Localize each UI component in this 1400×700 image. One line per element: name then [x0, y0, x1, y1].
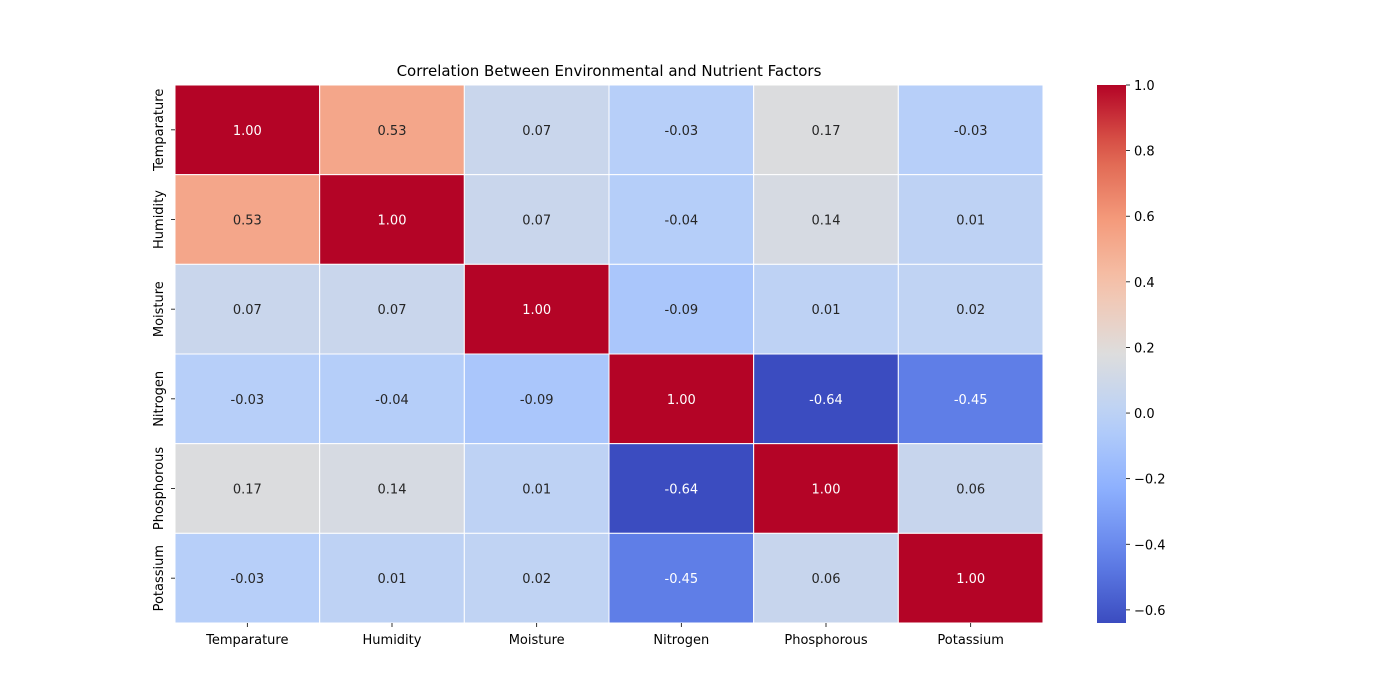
y-tick-label: Phosphorous — [152, 447, 167, 531]
colorbar-tick-label: 0.2 — [1134, 341, 1155, 356]
cell-value-label: 1.00 — [233, 124, 262, 139]
y-axis: Temparature Humidity Moisture Nitrogen Phosp… — [152, 89, 175, 611]
heatmap-cell — [753, 443, 899, 534]
colorbar-tick-label: −0.2 — [1134, 473, 1166, 488]
cell-value-label: 0.53 — [233, 214, 262, 229]
heatmap-cell — [897, 443, 1044, 534]
heatmap-cell — [897, 84, 1044, 176]
cell-value-label: 0.01 — [378, 572, 407, 587]
heatmap-cell — [174, 84, 321, 176]
cell-value-label: -0.03 — [231, 572, 265, 587]
colorbar-tick-label: −0.6 — [1134, 604, 1166, 619]
x-tick-label: Moisture — [509, 633, 565, 648]
cell-value-label: 1.00 — [378, 214, 407, 229]
y-tick-label: Humidity — [152, 190, 167, 249]
heatmap-cell — [319, 84, 465, 176]
cell-value-label: -0.04 — [375, 393, 409, 408]
heatmap-cell — [463, 443, 610, 534]
cell-value-label: 0.01 — [522, 483, 551, 498]
heatmap-cell — [753, 353, 899, 445]
colorbar-tick-label: 0.6 — [1134, 210, 1155, 225]
y-tick-label: Temparature — [152, 89, 167, 172]
heatmap-cell — [463, 84, 610, 176]
heatmap-cell — [897, 532, 1044, 624]
heatmap-cell — [463, 263, 610, 355]
cell-value-label: -0.09 — [520, 393, 554, 408]
cell-value-label: -0.64 — [665, 483, 699, 498]
colorbar-tick-label: 0.4 — [1134, 276, 1155, 291]
heatmap-cell — [753, 84, 899, 176]
cell-value-label: -0.45 — [665, 572, 699, 587]
cell-value-label: 0.02 — [522, 572, 551, 587]
heatmap-cell — [174, 353, 321, 445]
x-tick-label: Phosphorous — [784, 633, 868, 648]
cell-value-label: 0.06 — [812, 572, 841, 587]
cell-value-label: 0.53 — [378, 124, 407, 139]
heatmap-cell — [174, 532, 321, 624]
cell-value-label: -0.64 — [809, 393, 843, 408]
y-tick-label: Moisture — [152, 281, 167, 337]
heatmap-cell — [608, 443, 755, 534]
cell-value-label: 1.00 — [667, 393, 696, 408]
colorbar-tick-label: 0.8 — [1134, 145, 1155, 160]
heatmap-cell — [463, 353, 610, 445]
cell-value-label: -0.04 — [665, 214, 699, 229]
heatmap-cell — [753, 263, 899, 355]
cell-value-label: 0.02 — [956, 303, 985, 318]
colorbar-gradient — [1097, 85, 1126, 623]
chart-title: Correlation Between Environmental and Nu… — [397, 62, 822, 80]
colorbar-tick-label: 0.0 — [1134, 407, 1155, 422]
cell-value-label: 1.00 — [522, 303, 551, 318]
heatmap-cell — [753, 532, 899, 624]
cell-value-label: 0.01 — [956, 214, 985, 229]
cell-value-label: -0.09 — [665, 303, 699, 318]
cell-value-label: 1.00 — [812, 483, 841, 498]
y-tick-label: Potassium — [152, 545, 167, 611]
cell-value-label: 0.07 — [378, 303, 407, 318]
cell-value-label: -0.03 — [665, 124, 699, 139]
x-tick-label: Temparature — [205, 633, 288, 648]
heatmap-cells: 1.00 0.53 0.07 -0.03 0.17 -0.03 0.53 1.00 0.07 -0… — [174, 84, 1044, 624]
heatmap-cell — [897, 174, 1044, 265]
cell-value-label: 0.07 — [522, 124, 551, 139]
heatmap-cell — [319, 353, 465, 445]
cell-value-label: -0.03 — [954, 124, 988, 139]
y-tick-label: Nitrogen — [152, 371, 167, 427]
x-tick-label: Potassium — [937, 633, 1003, 648]
colorbar-tick-label: −0.4 — [1134, 538, 1166, 553]
colorbar: 1.0 0.8 0.6 0.4 0.2 0.0 −0.2 −0.4 −0.6 — [1097, 79, 1166, 623]
cell-value-label: 0.17 — [812, 124, 841, 139]
cell-value-label: 0.01 — [812, 303, 841, 318]
cell-value-label: 0.14 — [812, 214, 841, 229]
cell-value-label: 0.07 — [522, 214, 551, 229]
cell-value-label: -0.45 — [954, 393, 988, 408]
heatmap-cell — [319, 263, 465, 355]
heatmap-cell — [319, 174, 465, 265]
heatmap-cell — [897, 263, 1044, 355]
cell-value-label: 0.07 — [233, 303, 262, 318]
x-axis: Temparature Humidity Moisture Nitrogen Phosp… — [205, 623, 1004, 648]
heatmap-cell — [608, 263, 755, 355]
heatmap-cell — [608, 353, 755, 445]
cell-value-label: 0.14 — [378, 483, 407, 498]
heatmap-cell — [174, 443, 321, 534]
cell-value-label: 1.00 — [956, 572, 985, 587]
heatmap-cell — [174, 263, 321, 355]
heatmap-cell — [897, 353, 1044, 445]
cell-value-label: 0.06 — [956, 483, 985, 498]
x-tick-label: Humidity — [363, 633, 422, 648]
colorbar-tick-label: 1.0 — [1134, 79, 1155, 94]
heatmap-cell — [608, 174, 755, 265]
cell-value-label: -0.03 — [231, 393, 265, 408]
heatmap-cell — [608, 84, 755, 176]
cell-value-label: 0.17 — [233, 483, 262, 498]
x-tick-label: Nitrogen — [653, 633, 709, 648]
